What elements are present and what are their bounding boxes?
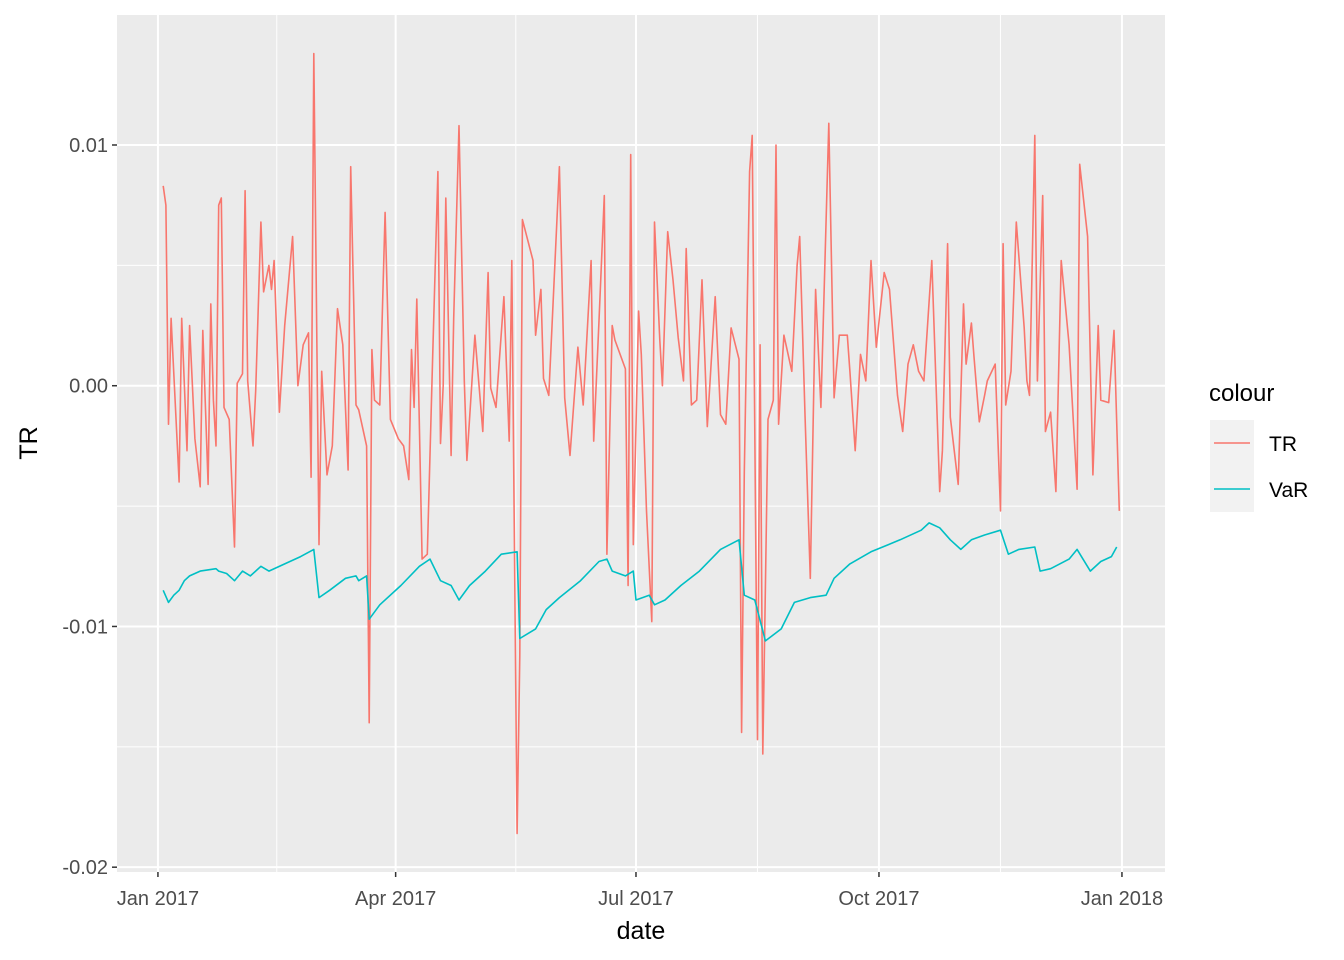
plot-panel [117, 15, 1165, 872]
x-tick-label: Jul 2017 [598, 888, 674, 910]
series-lines [162, 52, 1121, 835]
minor-gridlines [117, 15, 1165, 872]
y-axis: 0.01 0.00 -0.01 -0.02 [62, 135, 117, 879]
x-tick-label: Apr 2017 [355, 888, 436, 910]
x-tick-label: Oct 2017 [838, 888, 919, 910]
x-tick-label: Jan 2018 [1081, 888, 1163, 910]
series-line-var [162, 522, 1118, 642]
y-tick-label: 0.01 [69, 135, 108, 157]
series-line-tr [162, 52, 1121, 835]
legend: colour TR VaR [1209, 380, 1308, 512]
legend-label: VaR [1269, 479, 1308, 502]
x-axis-title: date [617, 917, 666, 945]
y-axis-title: TR [15, 426, 43, 459]
y-tick-label: -0.01 [62, 616, 108, 638]
x-axis: Jan 2017 Apr 2017 Jul 2017 Oct 2017 Jan 2018 [117, 872, 1163, 910]
y-tick-label: -0.02 [62, 857, 108, 879]
x-tick-label: Jan 2017 [117, 888, 199, 910]
legend-label: TR [1269, 433, 1297, 456]
y-tick-label: 0.00 [69, 376, 108, 398]
legend-title: colour [1209, 380, 1274, 407]
